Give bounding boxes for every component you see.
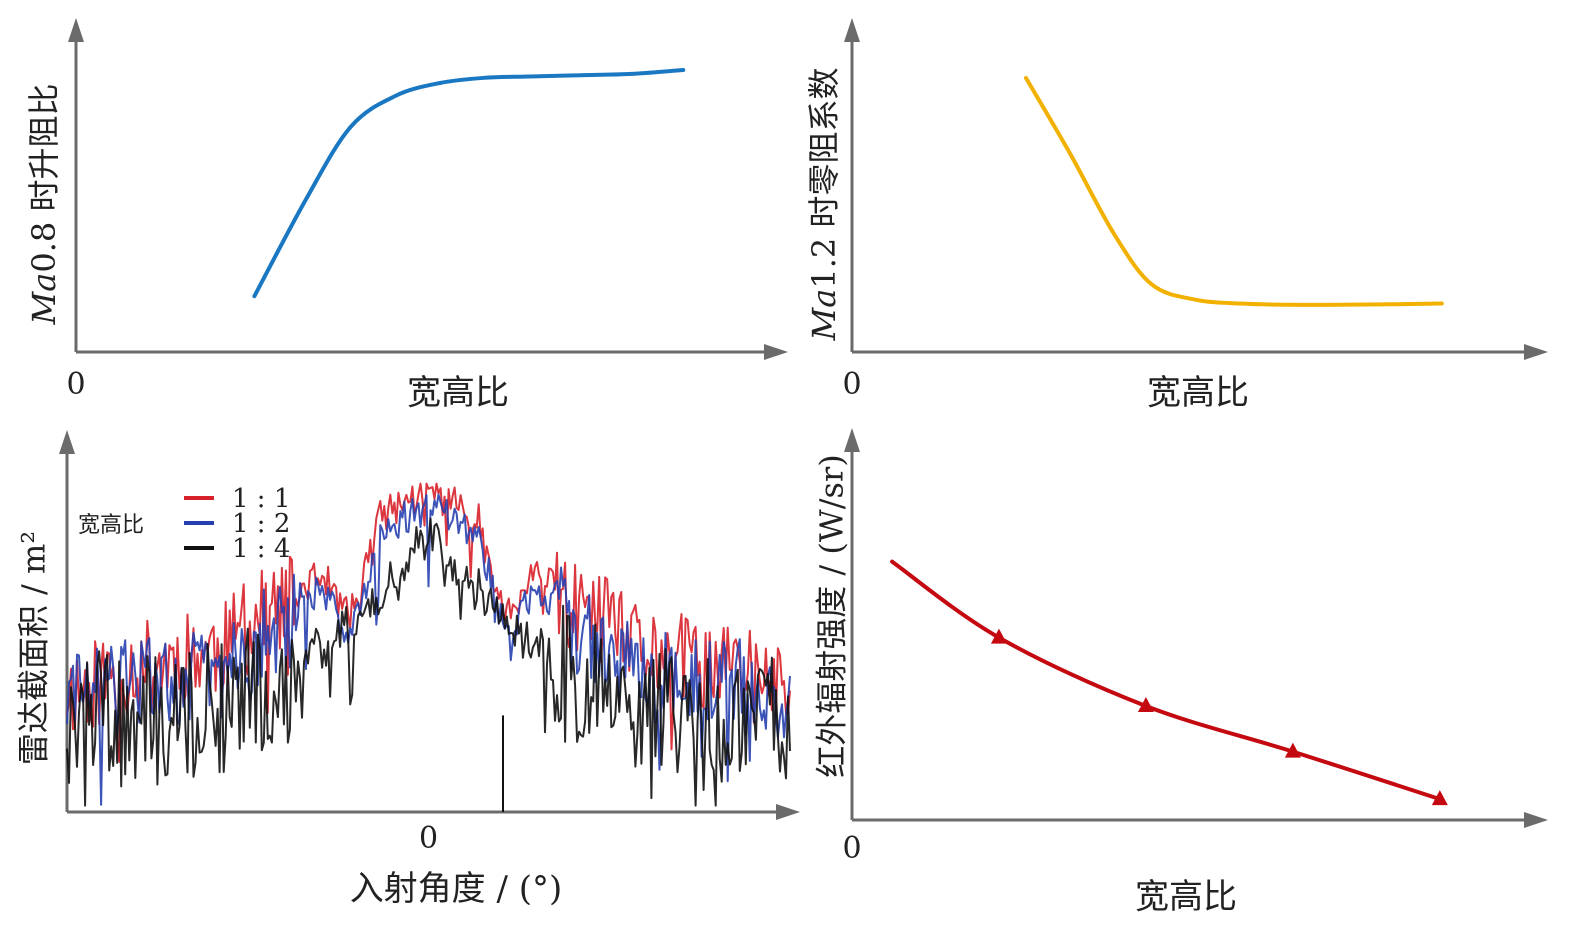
panel-2: 0 宽高比 Ma1.2 时零阻系数 <box>805 18 1548 413</box>
legend-label-2: 1 : 2 <box>232 509 290 539</box>
panel-3: 0 入射角度 / (°) 雷达截面积 / m² 宽高比 1 : 11 : 21 : 4 <box>15 430 800 909</box>
panel-1-y-label-variable: Ma <box>25 273 63 326</box>
panel-1-y-label-text: 0.8 时升阻比 <box>25 84 63 273</box>
panel-1-series-line <box>252 68 686 299</box>
panel-2-y-axis-arrow <box>844 18 860 42</box>
legend: 宽高比 1 : 11 : 21 : 4 <box>78 484 290 564</box>
panel-3-x-tick-zero: 0 <box>419 821 438 856</box>
panel-2-y-label: Ma1.2 时零阻系数 <box>805 68 843 342</box>
triangle-marker-3 <box>1284 742 1301 758</box>
panel-4-series-line <box>890 559 1442 802</box>
panel-1: 0 宽高比 Ma0.8 时升阻比 <box>25 18 788 413</box>
series-2-line <box>66 493 791 806</box>
panel-2-x-label: 宽高比 <box>1147 373 1249 413</box>
panel-1-y-axis-arrow <box>68 18 84 42</box>
panel-4-x-label: 宽高比 <box>1135 877 1237 917</box>
panel-3-x-axis-arrow <box>776 804 800 820</box>
panel-4: 0 宽高比 红外辐射强度 / (W/sr) <box>813 428 1548 917</box>
panel-2-series-line <box>1024 76 1444 307</box>
panel-1-x-label: 宽高比 <box>407 373 509 413</box>
panel-1-origin-label: 0 <box>66 367 85 402</box>
series-3-line <box>66 517 791 807</box>
panel-3-y-axis-arrow <box>59 430 75 454</box>
panel-3-x-label: 入射角度 / (°) <box>350 869 563 909</box>
panel-4-x-axis-arrow <box>1524 812 1548 828</box>
panel-4-y-axis-arrow <box>844 428 860 452</box>
triangle-marker-4 <box>1431 790 1448 806</box>
panel-1-y-label: Ma0.8 时升阻比 <box>25 84 63 326</box>
panel-3-y-label: 雷达截面积 / m² <box>15 531 53 765</box>
triangle-marker-1 <box>990 628 1007 644</box>
panel-2-origin-label: 0 <box>842 367 861 402</box>
panel-2-y-label-variable: Ma <box>805 289 843 342</box>
legend-label-3: 1 : 4 <box>232 534 290 564</box>
panel-2-y-label-text: 1.2 时零阻系数 <box>805 68 843 289</box>
panel-4-y-label: 红外辐射强度 / (W/sr) <box>813 454 851 778</box>
legend-title: 宽高比 <box>78 513 144 538</box>
panel-2-x-axis-arrow <box>1524 344 1548 360</box>
panel-4-origin-label: 0 <box>842 831 861 866</box>
legend-label-1: 1 : 1 <box>232 484 290 514</box>
panel-1-x-axis-arrow <box>764 344 788 360</box>
triangle-marker-2 <box>1137 697 1154 712</box>
